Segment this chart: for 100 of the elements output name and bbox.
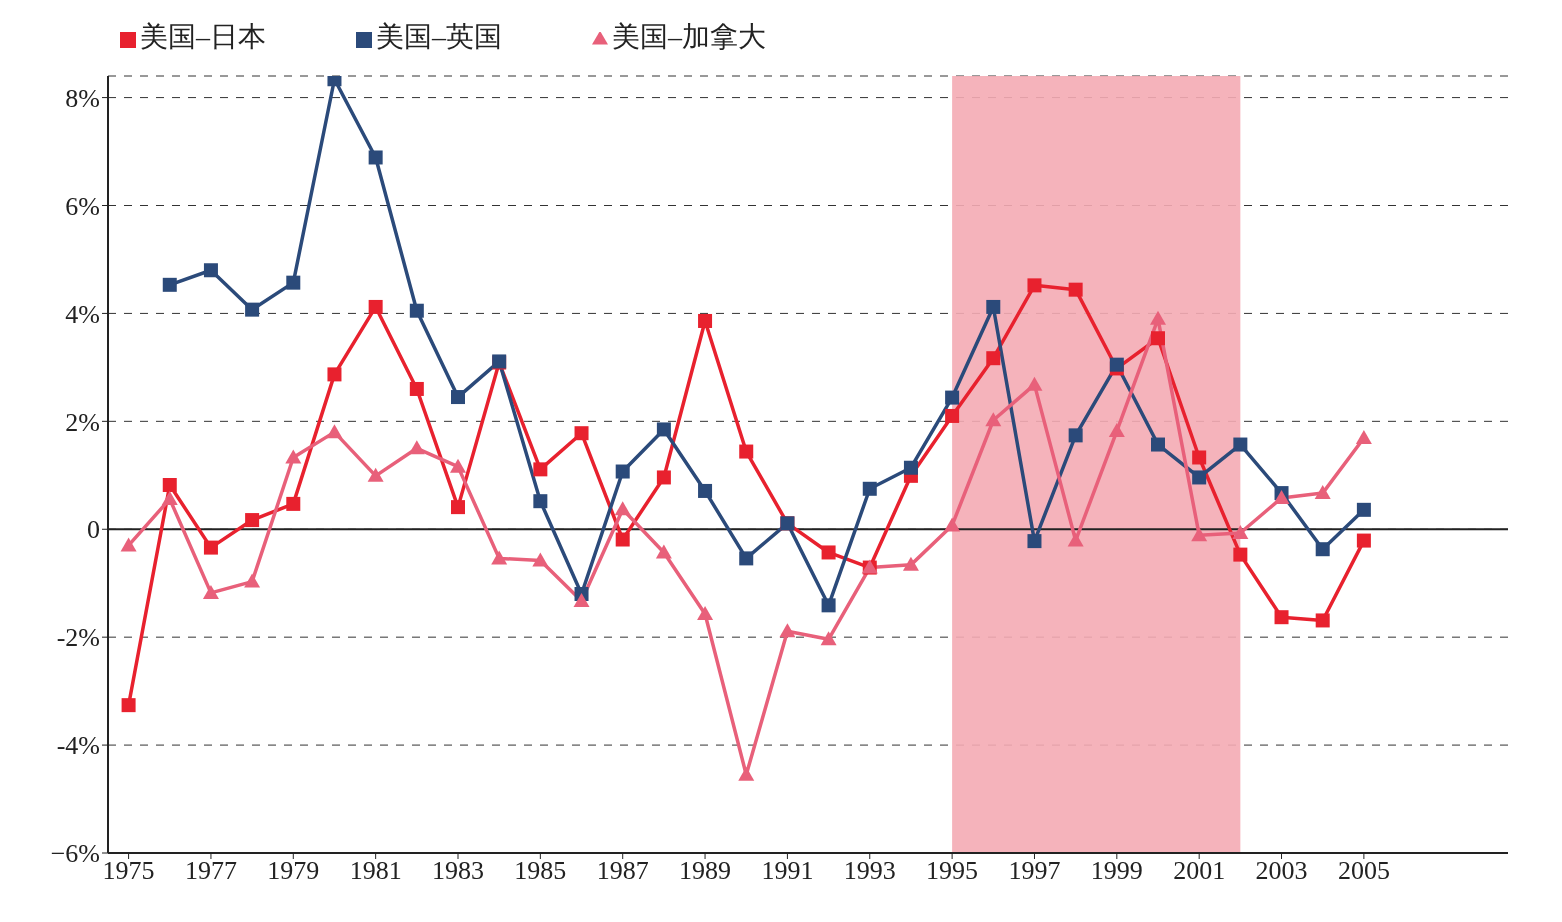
point [1191, 527, 1208, 542]
y-tick-label: 6% [65, 191, 100, 221]
point [245, 513, 260, 528]
point [368, 150, 383, 165]
point [451, 500, 465, 515]
x-tick-label: 1981 [349, 856, 402, 886]
point [820, 631, 837, 646]
point [533, 462, 548, 477]
point [655, 544, 672, 559]
y-tick-label: -4% [56, 731, 100, 761]
y-tick-label: -2% [56, 623, 100, 653]
point [532, 552, 549, 567]
point [1151, 437, 1165, 452]
point [368, 299, 383, 314]
point [1192, 470, 1207, 485]
point [656, 470, 671, 485]
x-tick-label: 1993 [843, 856, 896, 886]
point [409, 381, 424, 396]
point [1068, 282, 1083, 297]
point [945, 408, 960, 423]
legend-label: 美国–日本 [140, 21, 266, 52]
point [1151, 331, 1165, 346]
point [367, 467, 384, 482]
point [821, 545, 836, 560]
point [162, 478, 177, 492]
x-tick-label: 1991 [761, 856, 814, 886]
point [698, 313, 713, 328]
point [615, 532, 630, 547]
point [1315, 613, 1330, 628]
point [409, 303, 424, 318]
y-tick-label: 8% [65, 83, 100, 113]
point [1356, 533, 1371, 548]
legend-label: 美国–英国 [376, 21, 502, 52]
point [573, 593, 590, 608]
point [326, 424, 343, 439]
point [862, 481, 877, 496]
point [1068, 428, 1083, 443]
point [739, 444, 754, 459]
x-tick-label: 1979 [267, 856, 320, 886]
point [245, 302, 260, 317]
x-tick-label: 1999 [1090, 856, 1143, 886]
point [327, 367, 342, 382]
point [203, 263, 218, 278]
point [1108, 423, 1125, 438]
point [1355, 430, 1372, 445]
point [1274, 610, 1289, 625]
point [1233, 547, 1248, 562]
point [1232, 525, 1249, 540]
point [1192, 450, 1207, 465]
point [162, 277, 177, 292]
point [285, 449, 302, 464]
point [1356, 502, 1371, 517]
point [533, 494, 548, 509]
point [697, 605, 714, 620]
y-tick-label: 2% [65, 407, 100, 437]
point [286, 275, 301, 290]
y-tick-label: 4% [65, 299, 100, 329]
x-tick-label: 1975 [102, 856, 155, 886]
point [779, 623, 796, 638]
point [985, 412, 1002, 427]
point [203, 540, 218, 555]
point [944, 517, 961, 532]
point [986, 299, 1001, 314]
x-tick-label: 2003 [1255, 856, 1308, 886]
point [739, 551, 754, 566]
point [1109, 357, 1124, 372]
x-tick-label: 1997 [1008, 856, 1061, 886]
x-tick-label: 2001 [1173, 856, 1226, 886]
point [1315, 542, 1330, 557]
y-tick-label: 0 [87, 515, 100, 545]
point [986, 351, 1001, 366]
point [821, 598, 836, 613]
point [286, 496, 301, 511]
x-tick-label: 1995 [926, 856, 979, 886]
point [1026, 376, 1043, 391]
point [656, 422, 671, 437]
point [945, 390, 960, 405]
point [615, 464, 630, 479]
point [738, 766, 755, 781]
point [614, 501, 631, 516]
y-tick-label: −6% [50, 839, 100, 869]
point [451, 390, 465, 405]
point [574, 426, 589, 441]
legend-label: 美国–加拿大 [612, 21, 766, 52]
point [1027, 278, 1042, 293]
x-tick-label: 1989 [679, 856, 732, 886]
point [1233, 437, 1248, 452]
point [408, 440, 425, 455]
x-tick-label: 2005 [1337, 856, 1390, 886]
x-tick-label: 1987 [596, 856, 649, 886]
x-tick-label: 1977 [184, 856, 237, 886]
point [1067, 532, 1084, 547]
x-tick-label: 1983 [432, 856, 484, 886]
point [121, 698, 136, 713]
point [491, 550, 508, 565]
point [450, 458, 466, 473]
point [1314, 485, 1331, 500]
point [120, 537, 137, 552]
point [698, 483, 713, 498]
x-tick-label: 1985 [514, 856, 567, 886]
